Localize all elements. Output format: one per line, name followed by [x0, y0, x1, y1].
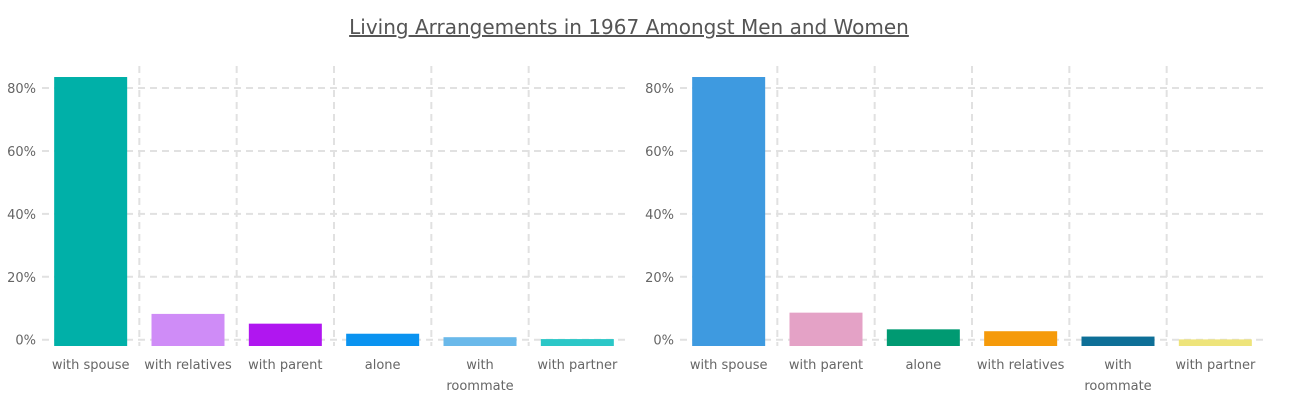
category-label: with partner: [537, 358, 618, 373]
y-tick-label: 80%: [645, 82, 674, 97]
bar[interactable]: [54, 77, 128, 347]
y-tick-label: 0%: [15, 334, 36, 349]
category-label: with spouse: [690, 358, 768, 373]
category-label: roommate: [1084, 379, 1151, 394]
chart-title: Living Arrangements in 1967 Amongst Men …: [349, 15, 909, 39]
category-label: alone: [905, 358, 941, 373]
category-label: with relatives: [977, 358, 1065, 373]
category-label: alone: [365, 358, 401, 373]
bar[interactable]: [151, 313, 225, 346]
y-tick-label: 20%: [7, 271, 36, 286]
chart-women: 0% 20% 40% 60% 80% with spouse with parent alon…: [645, 66, 1264, 394]
category-label: with relatives: [144, 358, 232, 373]
bar[interactable]: [1081, 336, 1155, 346]
category-label: with parent: [248, 358, 322, 373]
bar[interactable]: [540, 339, 614, 346]
y-tick-label: 60%: [645, 145, 674, 160]
y-tick-label: 80%: [7, 82, 36, 97]
chart-men: 0% 20% 40% 60% 80% with spouse with relatives w…: [7, 66, 626, 394]
bar[interactable]: [1178, 339, 1252, 346]
bar[interactable]: [346, 333, 420, 346]
y-tick-label: 40%: [645, 208, 674, 223]
category-label: with partner: [1175, 358, 1256, 373]
bar[interactable]: [248, 323, 322, 346]
bar[interactable]: [789, 312, 863, 346]
category-label: with: [466, 358, 494, 373]
category-label: roommate: [446, 379, 513, 394]
bar[interactable]: [984, 331, 1058, 346]
y-tick-label: 20%: [645, 271, 674, 286]
bar[interactable]: [886, 329, 960, 346]
category-label: with: [1104, 358, 1132, 373]
y-tick-label: 0%: [653, 334, 674, 349]
bar[interactable]: [692, 77, 766, 347]
bar[interactable]: [443, 337, 517, 346]
category-label: with spouse: [52, 358, 130, 373]
y-tick-label: 60%: [7, 145, 36, 160]
y-tick-label: 40%: [7, 208, 36, 223]
category-label: with parent: [789, 358, 863, 373]
